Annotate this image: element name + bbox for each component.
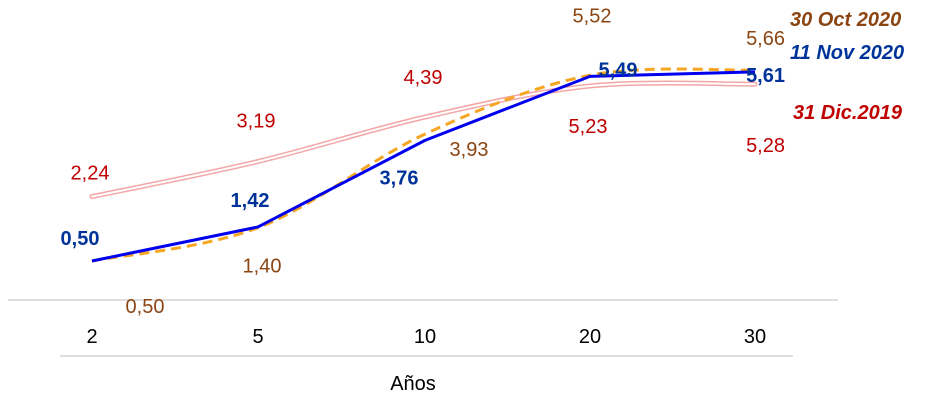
- series-layer: [89, 67, 758, 263]
- data-label-nov: 1,42: [231, 190, 270, 212]
- data-label-nov: 0,50: [61, 228, 100, 250]
- data-label-oct: 1,40: [243, 256, 282, 278]
- data-label-oct: 5,66: [746, 28, 785, 50]
- series-name-nov2020: 11 Nov 2020: [790, 42, 904, 64]
- data-label-oct: 3,93: [450, 139, 489, 161]
- series-line-nov2020: [91, 70, 756, 263]
- x-tick-label: 10: [414, 326, 436, 348]
- data-label-dic: 2,24: [71, 163, 110, 185]
- x-axis-title: Años: [390, 373, 436, 394]
- series-name-oct2020: 30 Oct 2020: [790, 9, 901, 31]
- series-name-dic2019: 31 Dic.2019: [793, 102, 903, 124]
- x-tick-label: 2: [86, 326, 97, 348]
- x-tick-label: 20: [579, 326, 601, 348]
- data-label-dic: 5,23: [569, 116, 608, 138]
- data-label-dic: 3,19: [237, 110, 276, 132]
- data-labels: 2,24 3,19 4,39 5,23 5,28 0,50 1,40 3,93 5,52 5,66…: [61, 5, 905, 318]
- data-label-nov: 5,61: [746, 65, 785, 87]
- data-label-oct: 0,50: [126, 296, 165, 318]
- data-label-nov: 3,76: [380, 167, 419, 189]
- x-tick-label: 5: [252, 326, 263, 348]
- data-label-dic: 5,28: [746, 135, 785, 157]
- series-line-dic2019-inner: [91, 82, 756, 198]
- data-label-dic: 4,39: [404, 67, 443, 89]
- x-tick-labels: 2 5 10 20 30: [86, 326, 766, 348]
- series-line-oct2020: [91, 67, 756, 263]
- x-tick-label: 30: [744, 326, 766, 348]
- data-label-oct: 5,52: [573, 5, 612, 27]
- data-label-nov: 5,49: [599, 59, 638, 81]
